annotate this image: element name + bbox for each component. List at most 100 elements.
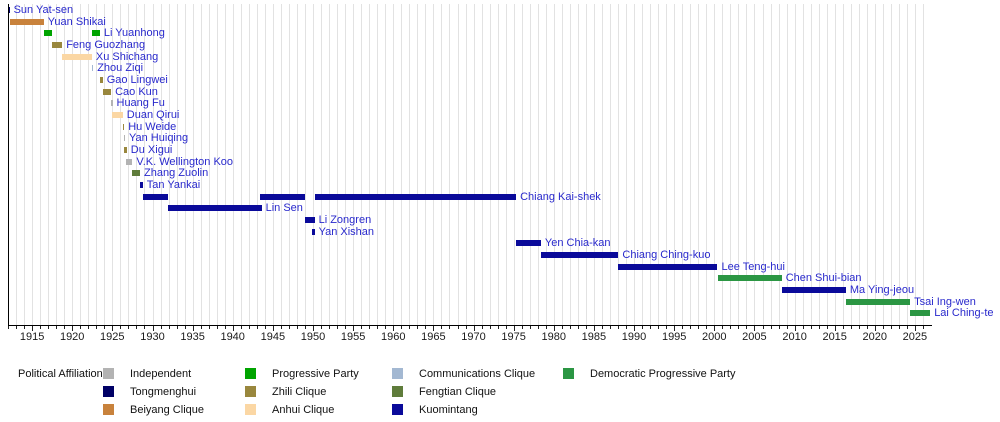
- axis-tick: [345, 326, 347, 329]
- gridline: [585, 4, 587, 325]
- term-bar: [168, 205, 262, 212]
- president-label[interactable]: Chiang Ching-kuo: [622, 248, 711, 261]
- term-bar: [52, 42, 63, 48]
- term-bar: [91, 30, 100, 37]
- president-label[interactable]: Hu Weide: [128, 120, 177, 133]
- gridline: [505, 4, 507, 325]
- axis-tick: [577, 326, 579, 329]
- gridline: [288, 4, 290, 325]
- gridline: [537, 4, 539, 325]
- axis-tick-label: 1980: [541, 331, 567, 343]
- gridline: [248, 4, 250, 325]
- president-label[interactable]: Yan Huiqing: [129, 132, 189, 145]
- term-bar: [123, 135, 126, 142]
- president-label[interactable]: Lin Sen: [265, 202, 303, 215]
- axis-tick: [128, 326, 130, 329]
- president-label[interactable]: Tsai Ing-wen: [914, 295, 976, 308]
- president-label[interactable]: Feng Guozhang: [66, 39, 146, 51]
- axis-tick: [634, 326, 635, 331]
- president-label[interactable]: Tan Yankai: [146, 178, 201, 191]
- legend-label-tongmenghui: Tongmenghui: [130, 386, 197, 398]
- gridline: [168, 4, 170, 325]
- axis-tick-label: 2000: [702, 331, 727, 343]
- gridline: [417, 4, 419, 325]
- axis-tick: [610, 326, 611, 329]
- gridline: [545, 4, 547, 325]
- president-label[interactable]: Chiang Kai-shek: [520, 190, 601, 203]
- axis-tick-label: 1965: [421, 331, 446, 343]
- gridline: [120, 4, 122, 325]
- term-bar: [260, 193, 306, 200]
- gridline: [786, 4, 788, 325]
- gridline: [16, 4, 17, 325]
- axis-tick: [898, 326, 900, 329]
- president-label[interactable]: V.K. Wellington Koo: [136, 155, 234, 168]
- axis-tick-label: 1970: [461, 331, 486, 343]
- president-label[interactable]: Gao Lingwei: [106, 74, 168, 86]
- axis-tick: [96, 326, 98, 329]
- president-label[interactable]: Zhou Ziqi: [97, 62, 144, 75]
- president-label[interactable]: Xu Shichang: [95, 50, 159, 63]
- president-label[interactable]: Chen Shui-bian: [785, 272, 862, 285]
- legend-swatch-zhili: [245, 386, 256, 397]
- axis-tick: [152, 326, 154, 331]
- president-label[interactable]: Ma Ying-jeou: [849, 283, 915, 296]
- axis-tick-label: 1985: [581, 331, 607, 343]
- gridline: [778, 4, 780, 325]
- term-bar: [314, 193, 517, 200]
- axis-tick: [48, 326, 50, 329]
- term-bar: [102, 88, 112, 95]
- president-label[interactable]: Du Xigui: [130, 143, 173, 156]
- axis-tick: [601, 326, 603, 329]
- axis-tick: [834, 326, 836, 331]
- axis-tick: [457, 326, 459, 329]
- president-label[interactable]: Yuan Shikai: [47, 15, 106, 28]
- axis-tick: [529, 326, 531, 329]
- gridline: [914, 4, 916, 325]
- gridline: [361, 4, 363, 325]
- term-bar: [516, 240, 541, 247]
- gridline: [465, 4, 467, 325]
- president-label[interactable]: Yan Xishan: [318, 225, 375, 238]
- axis-tick: [618, 326, 619, 329]
- president-label[interactable]: Zhang Zuolin: [144, 167, 209, 180]
- term-bar: [132, 170, 140, 177]
- president-label[interactable]: Li Zongren: [318, 213, 372, 226]
- gridline: [433, 4, 435, 325]
- axis-tick: [321, 326, 322, 329]
- president-label[interactable]: Huang Fu: [116, 97, 165, 110]
- president-label[interactable]: Li Yuanhong: [103, 27, 165, 40]
- axis-tick: [682, 326, 684, 329]
- axis-tick: [545, 326, 547, 329]
- axis-tick: [433, 326, 435, 331]
- president-label[interactable]: Lee Teng-hui: [721, 260, 785, 273]
- axis-tick: [208, 326, 210, 329]
- term-bar: [305, 216, 315, 223]
- term-bar: [43, 30, 53, 37]
- gridline: [874, 4, 876, 325]
- gridline: [481, 4, 483, 325]
- term-bar: [142, 193, 169, 200]
- gridline: [722, 4, 724, 325]
- axis-tick: [417, 326, 419, 329]
- axis-tick: [505, 326, 507, 329]
- axis-tick-label: 1975: [501, 331, 526, 343]
- legend-label-anhui: Anhui Clique: [272, 404, 335, 416]
- gridline: [714, 4, 716, 325]
- axis-tick: [224, 326, 226, 329]
- president-label[interactable]: Lai Ching-te: [934, 307, 994, 320]
- axis-tick: [120, 326, 122, 329]
- axis-tick: [40, 326, 42, 329]
- president-label[interactable]: Duan Qirui: [126, 108, 180, 121]
- gridline: [730, 4, 732, 325]
- president-label[interactable]: Cao Kun: [115, 85, 158, 98]
- axis-tick: [489, 326, 491, 329]
- axis-tick: [72, 326, 74, 331]
- president-label[interactable]: Yen Chia-kan: [544, 237, 611, 250]
- axis-tick: [923, 326, 924, 329]
- president-label[interactable]: Sun Yat-sen: [13, 4, 74, 16]
- axis-tick-label: 1990: [621, 331, 647, 343]
- gridline: [529, 4, 531, 325]
- gridline: [144, 4, 146, 325]
